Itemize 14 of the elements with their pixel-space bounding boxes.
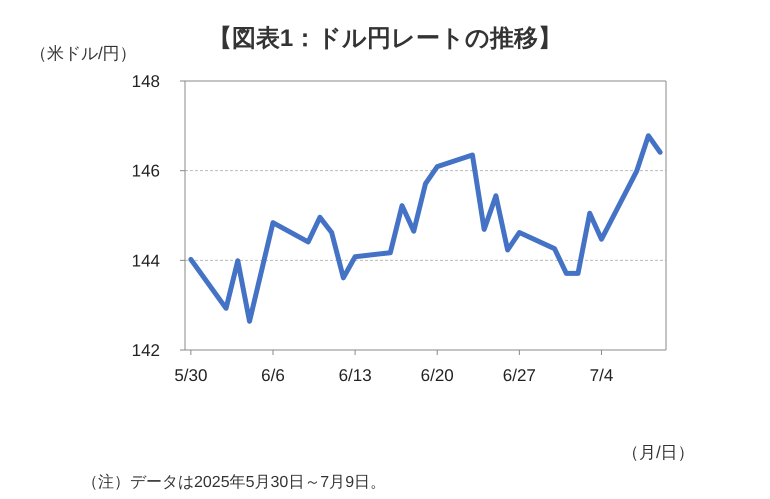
x-tick-label: 6/13 bbox=[338, 366, 372, 386]
x-tick-label: 5/30 bbox=[174, 366, 208, 386]
x-tick-label: 6/6 bbox=[261, 366, 285, 386]
y-axis-title: （米ドル/円） bbox=[30, 43, 137, 65]
text: （注）データは2025年5月30日～7月9日。 bbox=[82, 472, 386, 493]
y-tick-label: 148 bbox=[132, 72, 160, 92]
y-tick-label: 144 bbox=[132, 251, 160, 270]
y-tick-label: 142 bbox=[132, 341, 160, 360]
x-axis-title: （月/日） bbox=[622, 442, 695, 464]
x-tick-label: 6/27 bbox=[502, 366, 536, 386]
chart-title: 【図表1：ドル円レートの推移】 bbox=[208, 25, 562, 52]
x-tick-label: 7/4 bbox=[590, 366, 614, 386]
y-tick-label: 146 bbox=[132, 162, 160, 181]
x-tick-label: 6/20 bbox=[420, 366, 454, 386]
